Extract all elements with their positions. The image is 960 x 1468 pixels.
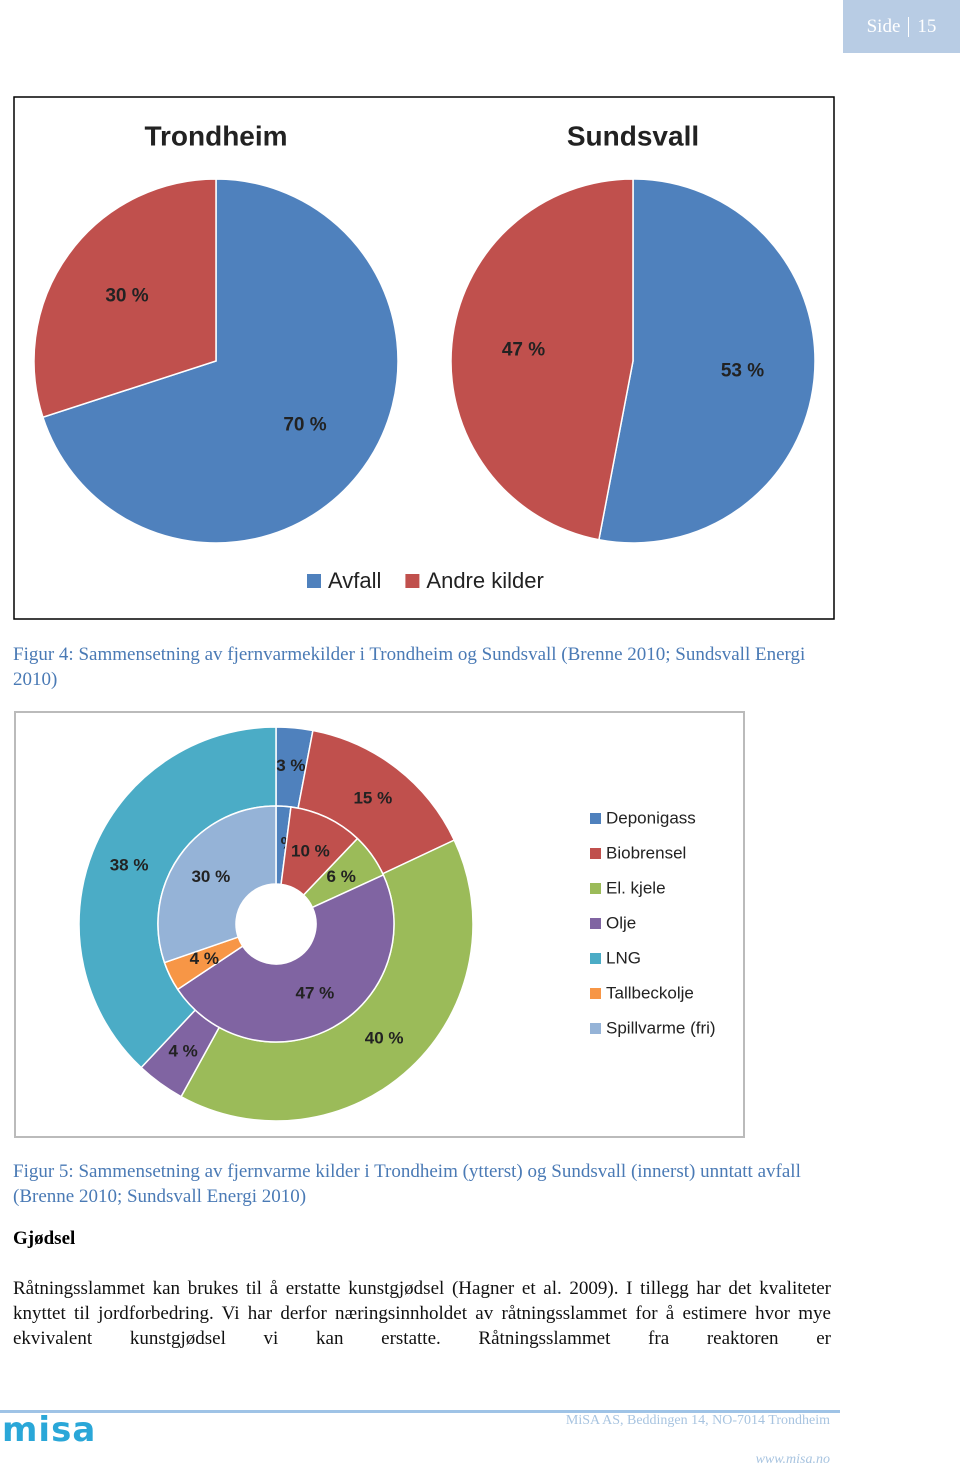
logo: misa [2, 1410, 97, 1450]
legend-label: Deponigass [606, 808, 696, 827]
data-label: 4 % [168, 1041, 197, 1060]
slice [450, 178, 634, 541]
legend-swatch [590, 1023, 601, 1034]
legend-label: El. kjele [606, 878, 666, 897]
figure-4: Trondheim 70 % 30 % Sundsvall 53 % 47 % Avfall… [13, 96, 835, 620]
page-number: 15 [917, 15, 937, 37]
legend-label: Andre kilder [426, 568, 543, 593]
slice [33, 178, 217, 419]
figure-5: 3 %15 %40 %4 %38 %2 %10 %6 %47 %4 %30 %D… [14, 711, 745, 1138]
data-label: 10 % [291, 841, 330, 860]
legend-swatch [590, 988, 601, 999]
legend-label: LNG [606, 948, 641, 967]
legend-swatch [590, 953, 601, 964]
data-label: 30 % [191, 867, 230, 886]
legend-label: Avfall [328, 568, 381, 593]
data-label: 38 % [110, 855, 149, 874]
legend-swatch [590, 883, 601, 894]
slice [157, 805, 277, 964]
data-label: 47 % [502, 340, 545, 361]
data-label: 6 % [327, 867, 356, 886]
legend-label: Spillvarme (fri) [606, 1018, 716, 1037]
pie-title: Trondheim [144, 120, 287, 151]
legend-swatch [590, 918, 601, 929]
pie-title: Sundsvall [567, 120, 699, 151]
page-header: Side 15 [843, 0, 960, 53]
legend-swatch [590, 848, 601, 859]
slice [176, 873, 395, 1043]
legend-swatch [590, 813, 601, 824]
data-label: 15 % [353, 789, 392, 808]
caption: Figur 5: Sammensetning av fjernvarme kil… [13, 1161, 801, 1207]
data-label: 30 % [105, 285, 148, 306]
data-label: 3 % [276, 756, 305, 775]
slice [598, 178, 816, 544]
footer-address: MiSA AS, Beddingen 14, NO-7014 Trondheim [565, 1413, 830, 1428]
data-label: 4 % [190, 949, 219, 968]
legend-label: Olje [606, 913, 636, 932]
legend-swatch [307, 574, 321, 588]
paragraph: Råtningsslammet kan brukes til å erstatt… [13, 1278, 831, 1349]
data-label: 40 % [365, 1029, 404, 1048]
section-heading: Gjødsel [13, 1228, 76, 1249]
legend-label: Biobrensel [606, 843, 686, 862]
legend-label: Tallbeckolje [606, 983, 694, 1002]
caption: Figur 4: Sammensetning av fjernvarmekild… [13, 644, 806, 690]
legend-swatch [405, 574, 420, 588]
data-label: 53 % [721, 360, 764, 381]
footer-website: www.misa.no [755, 1452, 830, 1467]
footer-rule [0, 1410, 840, 1413]
side-label: Side [866, 15, 901, 37]
data-label: 47 % [296, 983, 335, 1002]
data-label: 70 % [283, 415, 326, 436]
slice [41, 178, 399, 544]
